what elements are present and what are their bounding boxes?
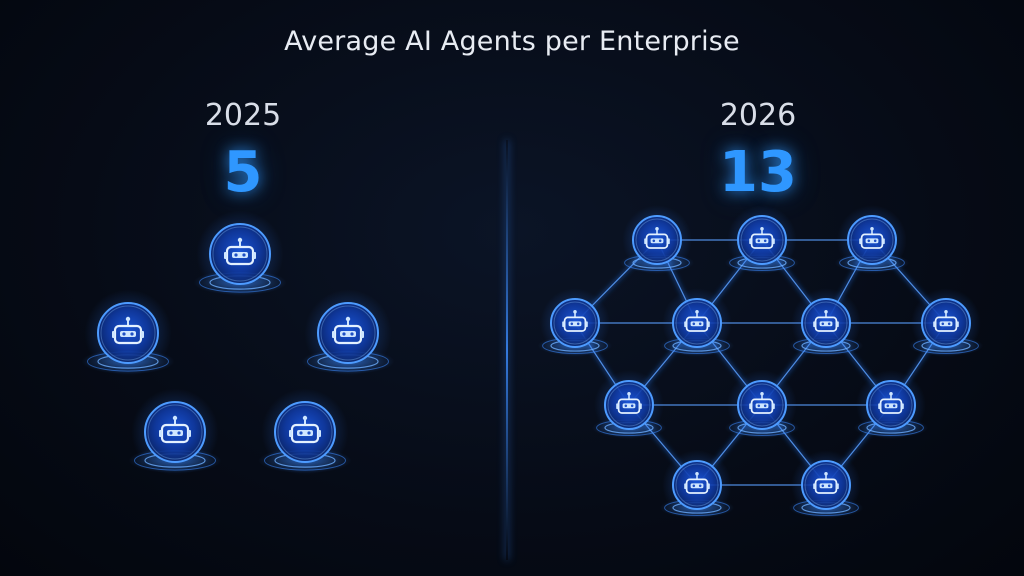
robot-icon [813, 310, 839, 332]
robot-icon [112, 316, 144, 345]
agent-node-2026 [834, 205, 910, 275]
chart-title: Average AI Agents per Enterprise [284, 26, 740, 57]
robot-icon [644, 227, 670, 249]
agent-node-2026 [659, 450, 735, 520]
robot-icon [684, 472, 710, 494]
agent-count-2025: 5 [223, 140, 263, 205]
panel-divider [506, 140, 508, 560]
agent-node-2026 [591, 370, 667, 440]
year-label-2025: 2025 [204, 98, 282, 133]
year-label-2026: 2026 [719, 98, 797, 133]
agent-node-2026 [788, 450, 864, 520]
agent-node-2026 [659, 288, 735, 358]
robot-icon [616, 392, 642, 414]
agent-node-2025 [301, 289, 395, 377]
agent-node-2026 [788, 288, 864, 358]
robot-icon [159, 415, 191, 444]
robot-icon [289, 415, 321, 444]
robot-icon [562, 310, 588, 332]
agent-node-2025 [128, 388, 222, 476]
agent-node-2026 [724, 370, 800, 440]
robot-icon [749, 227, 775, 249]
agent-count-2026: 13 [719, 140, 797, 205]
robot-icon [332, 316, 364, 345]
agent-node-2026 [537, 288, 613, 358]
robot-icon [224, 237, 256, 266]
agent-node-2026 [908, 288, 984, 358]
robot-icon [684, 310, 710, 332]
agent-node-2025 [193, 210, 287, 298]
agent-node-2025 [258, 388, 352, 476]
agent-node-2026 [619, 205, 695, 275]
agent-node-2026 [724, 205, 800, 275]
robot-icon [749, 392, 775, 414]
agent-node-2026 [853, 370, 929, 440]
agent-node-2025 [81, 289, 175, 377]
robot-icon [813, 472, 839, 494]
robot-icon [859, 227, 885, 249]
robot-icon [878, 392, 904, 414]
robot-icon [933, 310, 959, 332]
